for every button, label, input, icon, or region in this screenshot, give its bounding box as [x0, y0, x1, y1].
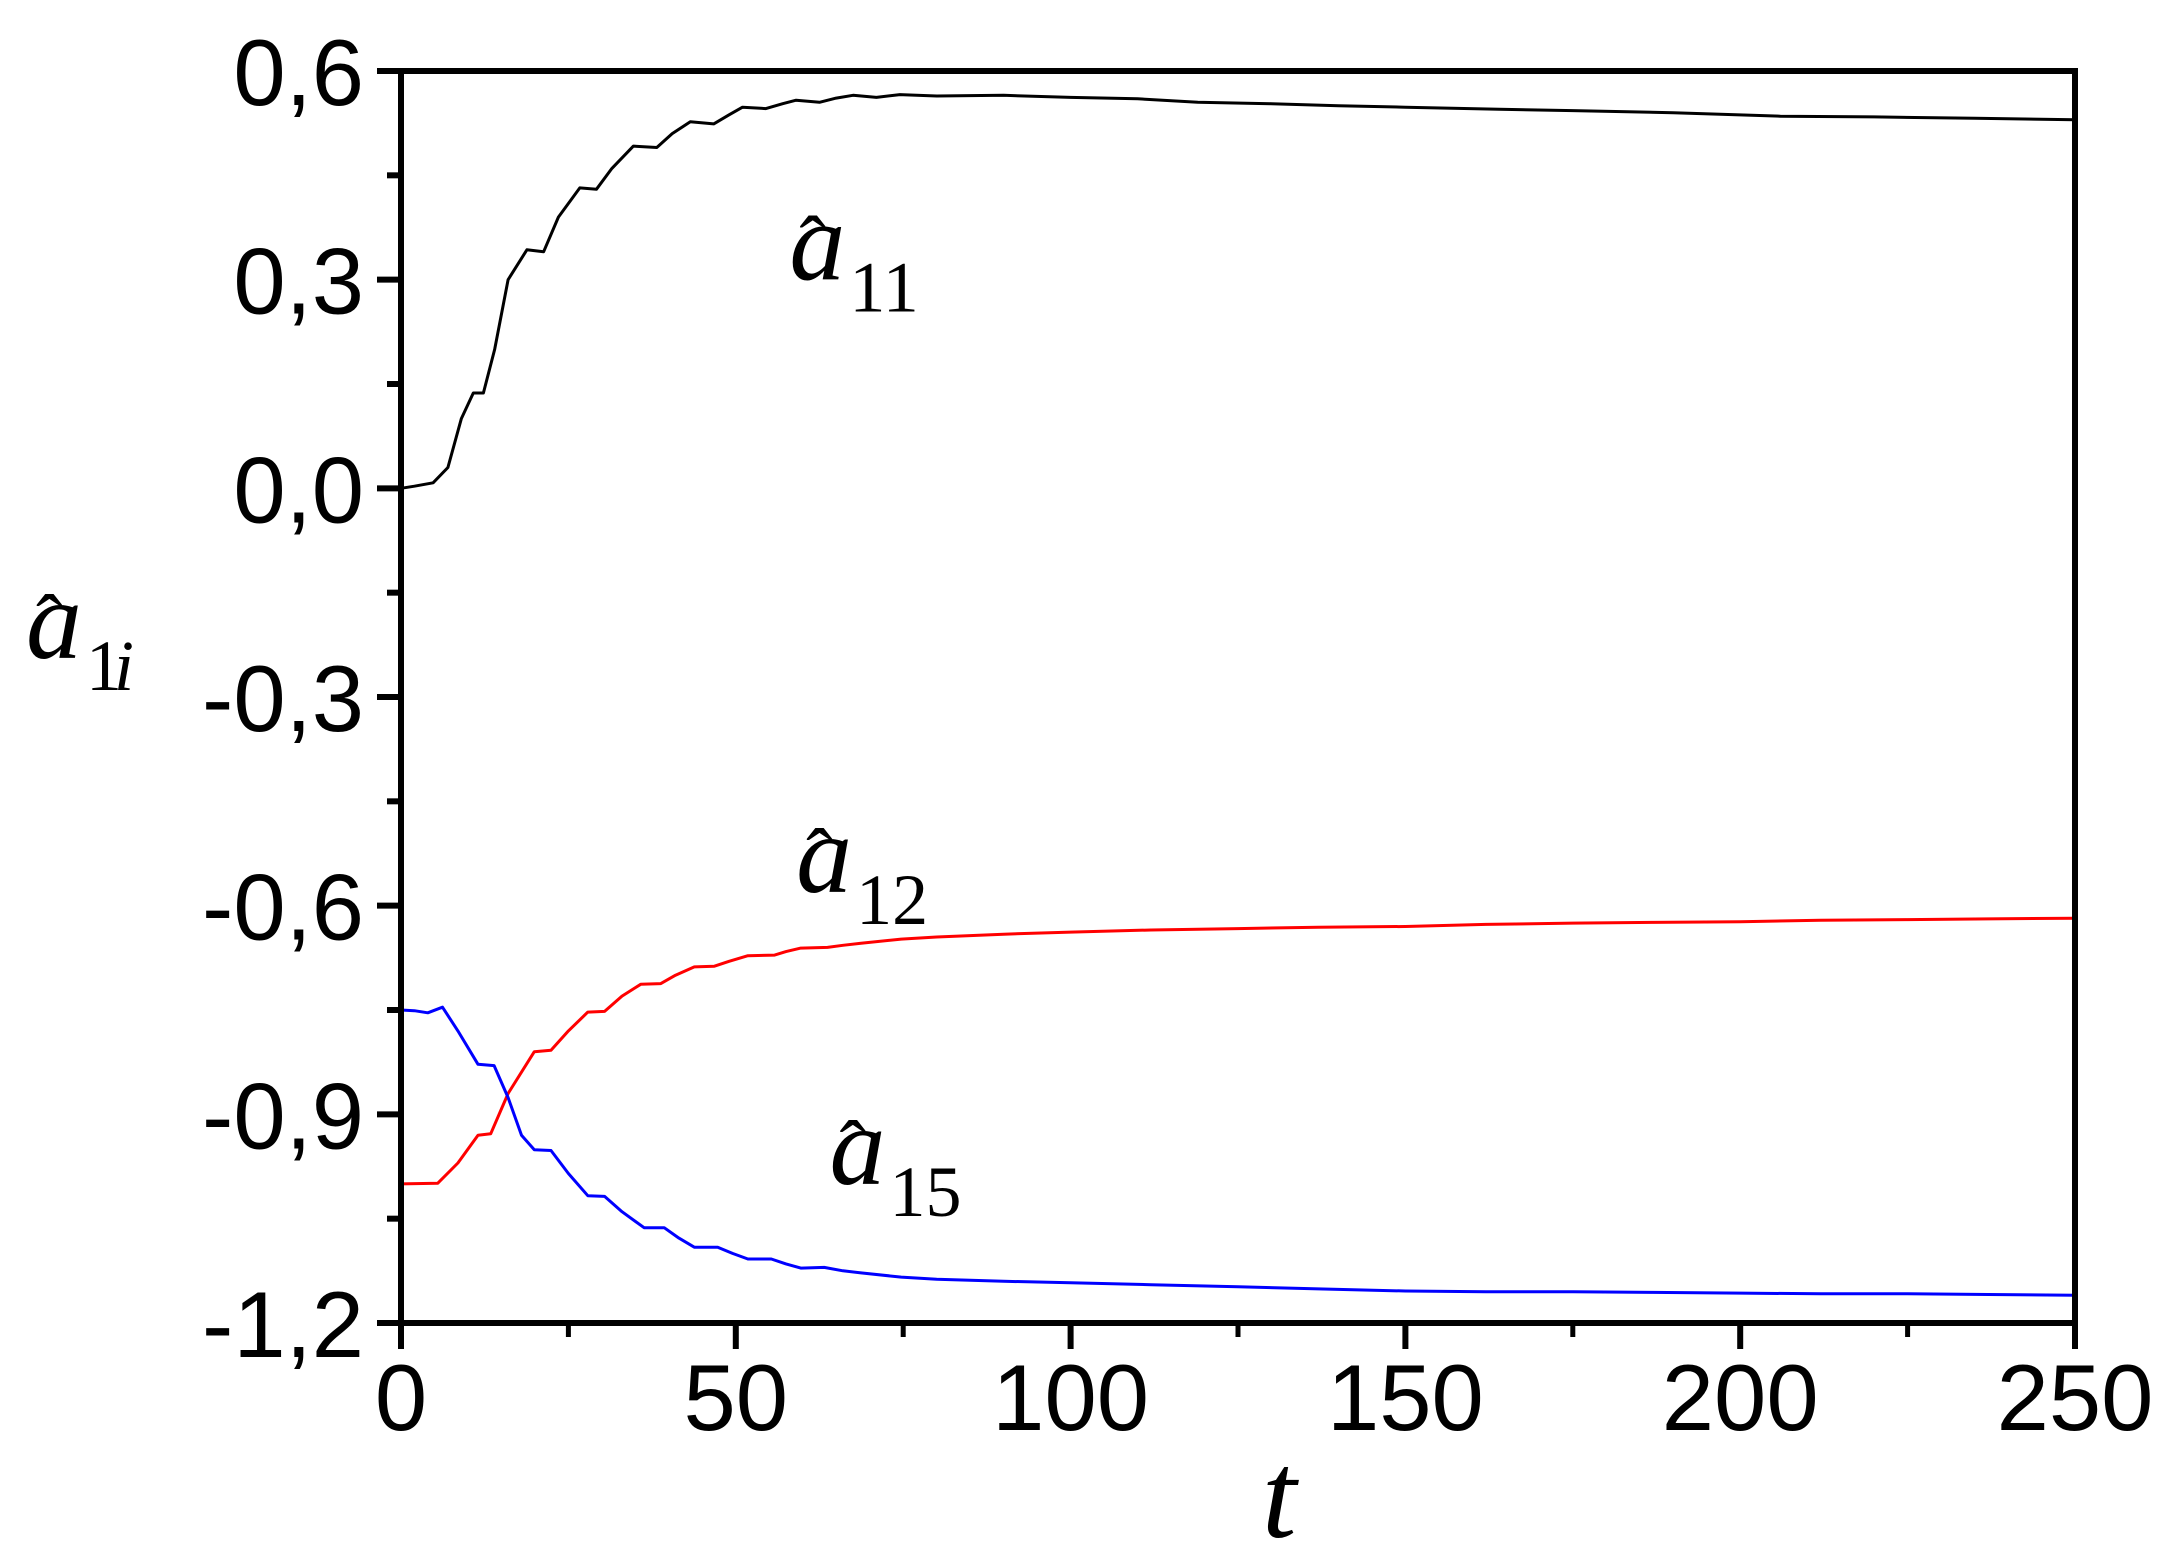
hat-glyph: ˆ: [840, 1106, 867, 1194]
x-tick-label: 100: [992, 1345, 1149, 1450]
x-tick-label: 250: [1997, 1345, 2154, 1450]
series-lines: [400, 93, 2076, 1297]
x-tick-label: 150: [1327, 1345, 1484, 1450]
curve-label-subscript: 15: [890, 1152, 962, 1232]
y-tick-label: -1,2: [202, 1272, 364, 1377]
series-line-12: [400, 916, 2076, 1186]
curve-label-subscript: 11: [849, 248, 918, 328]
curve-label-base: a: [789, 181, 845, 305]
hat-glyph: ˆ: [799, 202, 826, 290]
y-axis-tick-labels: 0,6 0,3 0,0 -0,3 -0,6 -0,9 -1,2: [202, 20, 364, 1377]
x-axis-ticks: [398, 1323, 2078, 1349]
y-axis-ticks: [377, 68, 401, 1326]
y-axis-label-sub-num: 1: [86, 626, 122, 706]
curve-label-12: ˆa 12: [796, 793, 928, 940]
y-tick-label: -0,3: [202, 646, 364, 751]
curve-label-subscript: 12: [856, 860, 928, 940]
series-line-11: [400, 93, 2076, 490]
x-tick-label: 0: [375, 1345, 427, 1450]
x-axis-label: t: [1262, 1427, 1299, 1564]
y-axis-label-hat: ˆ: [36, 580, 63, 668]
curve-label-base: a: [830, 1085, 886, 1209]
x-tick-label: 50: [684, 1345, 789, 1450]
y-tick-label: -0,9: [202, 1063, 364, 1168]
y-tick-label: 0,6: [233, 20, 364, 125]
curve-label-15: ˆa 15: [830, 1085, 962, 1232]
x-axis-tick-labels: 0 50 100 150 200 250: [375, 1345, 2154, 1450]
series-line-15: [400, 1005, 2076, 1297]
y-axis-label-base: a: [26, 559, 82, 683]
y-tick-label: 0,0: [233, 437, 364, 542]
curve-label-11: ˆa 11: [789, 181, 918, 328]
curve-label-base: a: [796, 793, 852, 917]
hat-glyph: ˆ: [806, 814, 833, 902]
y-axis-label: ˆ a 1 i: [26, 559, 134, 706]
y-tick-label: 0,3: [233, 229, 364, 334]
x-tick-label: 200: [1662, 1345, 1819, 1450]
y-tick-label: -0,6: [202, 855, 364, 960]
y-axis-label-sub-var: i: [114, 626, 134, 706]
plot-frame: [398, 68, 2078, 1326]
